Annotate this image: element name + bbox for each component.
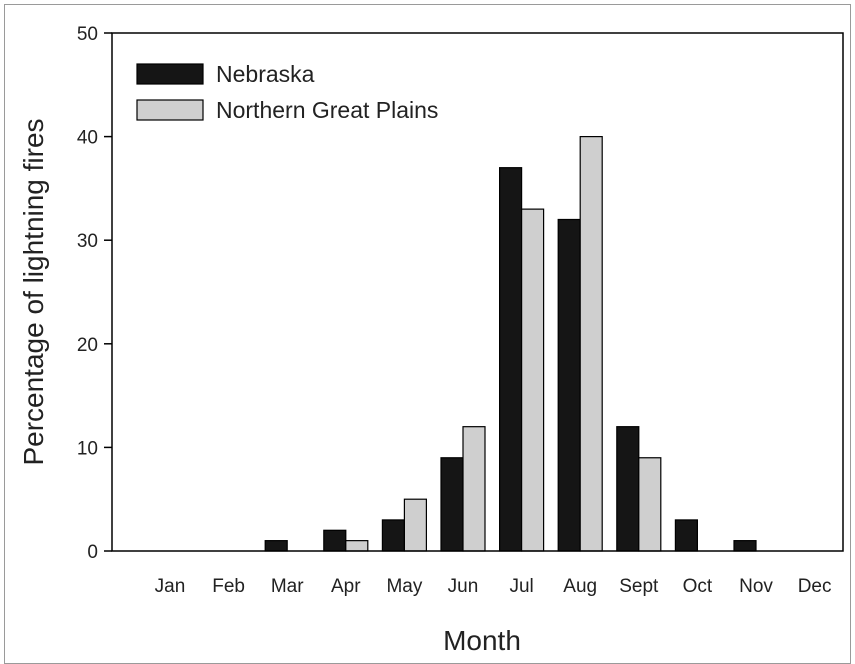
x-axis-title: Month xyxy=(443,625,521,656)
bar-nebraska-may xyxy=(381,519,405,552)
bar-northern-great-plains-aug xyxy=(579,136,603,552)
x-tick-label: Aug xyxy=(563,576,597,597)
x-tick-label: Jan xyxy=(155,576,186,597)
y-tick-label: 20 xyxy=(77,335,98,356)
x-tick-label: Oct xyxy=(683,576,713,597)
x-tick-label: Feb xyxy=(212,576,245,597)
x-tick-label: Nov xyxy=(739,576,773,597)
bar-northern-great-plains-apr xyxy=(345,540,369,552)
bar-nebraska-jun xyxy=(440,457,464,552)
bar-northern-great-plains-jun xyxy=(462,426,486,552)
bar-nebraska-nov xyxy=(733,540,757,552)
bar-nebraska-aug xyxy=(557,218,581,552)
x-tick-label: Dec xyxy=(798,576,832,597)
y-tick-label: 50 xyxy=(77,24,98,45)
bar-nebraska-mar xyxy=(264,540,288,552)
y-tick-label: 30 xyxy=(77,231,98,252)
bar-northern-great-plains-may xyxy=(403,498,427,552)
plot-area-border xyxy=(111,32,844,552)
x-tick-label: May xyxy=(386,576,422,597)
legend-swatch-nebraska xyxy=(136,63,204,85)
legend: Nebraska Northern Great Plains xyxy=(136,61,438,123)
bar-nebraska-apr xyxy=(323,529,347,552)
y-axis-title: Percentage of lightning fires xyxy=(18,118,49,465)
legend-swatch-northern-great-plains xyxy=(136,99,204,121)
bar-layer xyxy=(264,136,757,552)
bar-northern-great-plains-jul xyxy=(520,208,545,552)
bar-nebraska-oct xyxy=(674,519,699,552)
x-tick-label: Mar xyxy=(271,576,304,597)
bar-nebraska-sept xyxy=(616,426,640,552)
y-tick-label: 40 xyxy=(77,128,98,149)
bar-northern-great-plains-sept xyxy=(638,457,662,552)
x-tick-label: Jul xyxy=(509,576,533,597)
x-tick-label: Apr xyxy=(331,576,361,597)
legend-label-nebraska: Nebraska xyxy=(216,61,315,87)
y-tick-label: 10 xyxy=(77,438,98,459)
x-tick-label: Jun xyxy=(448,576,479,597)
y-tick-label: 0 xyxy=(87,542,98,563)
axes-layer: 0 10 20 30 40 50 Jan Feb Mar Apr May Jun Jul Aug Sept O… xyxy=(77,24,844,597)
legend-label-northern-great-plains: Northern Great Plains xyxy=(216,97,438,123)
x-tick-label: Sept xyxy=(619,576,659,597)
bar-nebraska-jul xyxy=(499,167,523,552)
